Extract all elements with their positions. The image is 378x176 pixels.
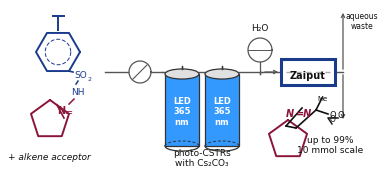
Text: =: =: [65, 108, 73, 118]
Text: O: O: [330, 112, 337, 121]
Text: aqueous
waste: aqueous waste: [346, 12, 378, 31]
Text: LED
365
nm: LED 365 nm: [213, 97, 231, 127]
Text: H₂O: H₂O: [251, 24, 269, 33]
Text: N: N: [57, 106, 65, 116]
Text: =N: =N: [296, 109, 312, 119]
Text: N: N: [286, 109, 294, 119]
Text: + alkene acceptor: + alkene acceptor: [8, 153, 91, 162]
Text: with Cs₂CO₃: with Cs₂CO₃: [175, 159, 229, 168]
Ellipse shape: [205, 69, 239, 79]
Text: NH: NH: [71, 88, 85, 97]
Text: O: O: [330, 115, 336, 124]
Text: Me: Me: [317, 96, 327, 102]
Bar: [205, 74, 239, 146]
FancyBboxPatch shape: [281, 59, 335, 85]
Text: SO: SO: [74, 71, 87, 80]
Text: up to 99%
10 mmol scale: up to 99% 10 mmol scale: [297, 136, 363, 155]
Text: LED
365
nm: LED 365 nm: [173, 97, 191, 127]
Ellipse shape: [165, 69, 199, 79]
Text: Zaiput: Zaiput: [290, 71, 326, 81]
Bar: [165, 74, 199, 146]
Polygon shape: [248, 38, 272, 62]
Text: photo-CSTRs: photo-CSTRs: [173, 149, 231, 158]
Text: 2: 2: [88, 77, 92, 82]
Text: O: O: [338, 111, 345, 120]
